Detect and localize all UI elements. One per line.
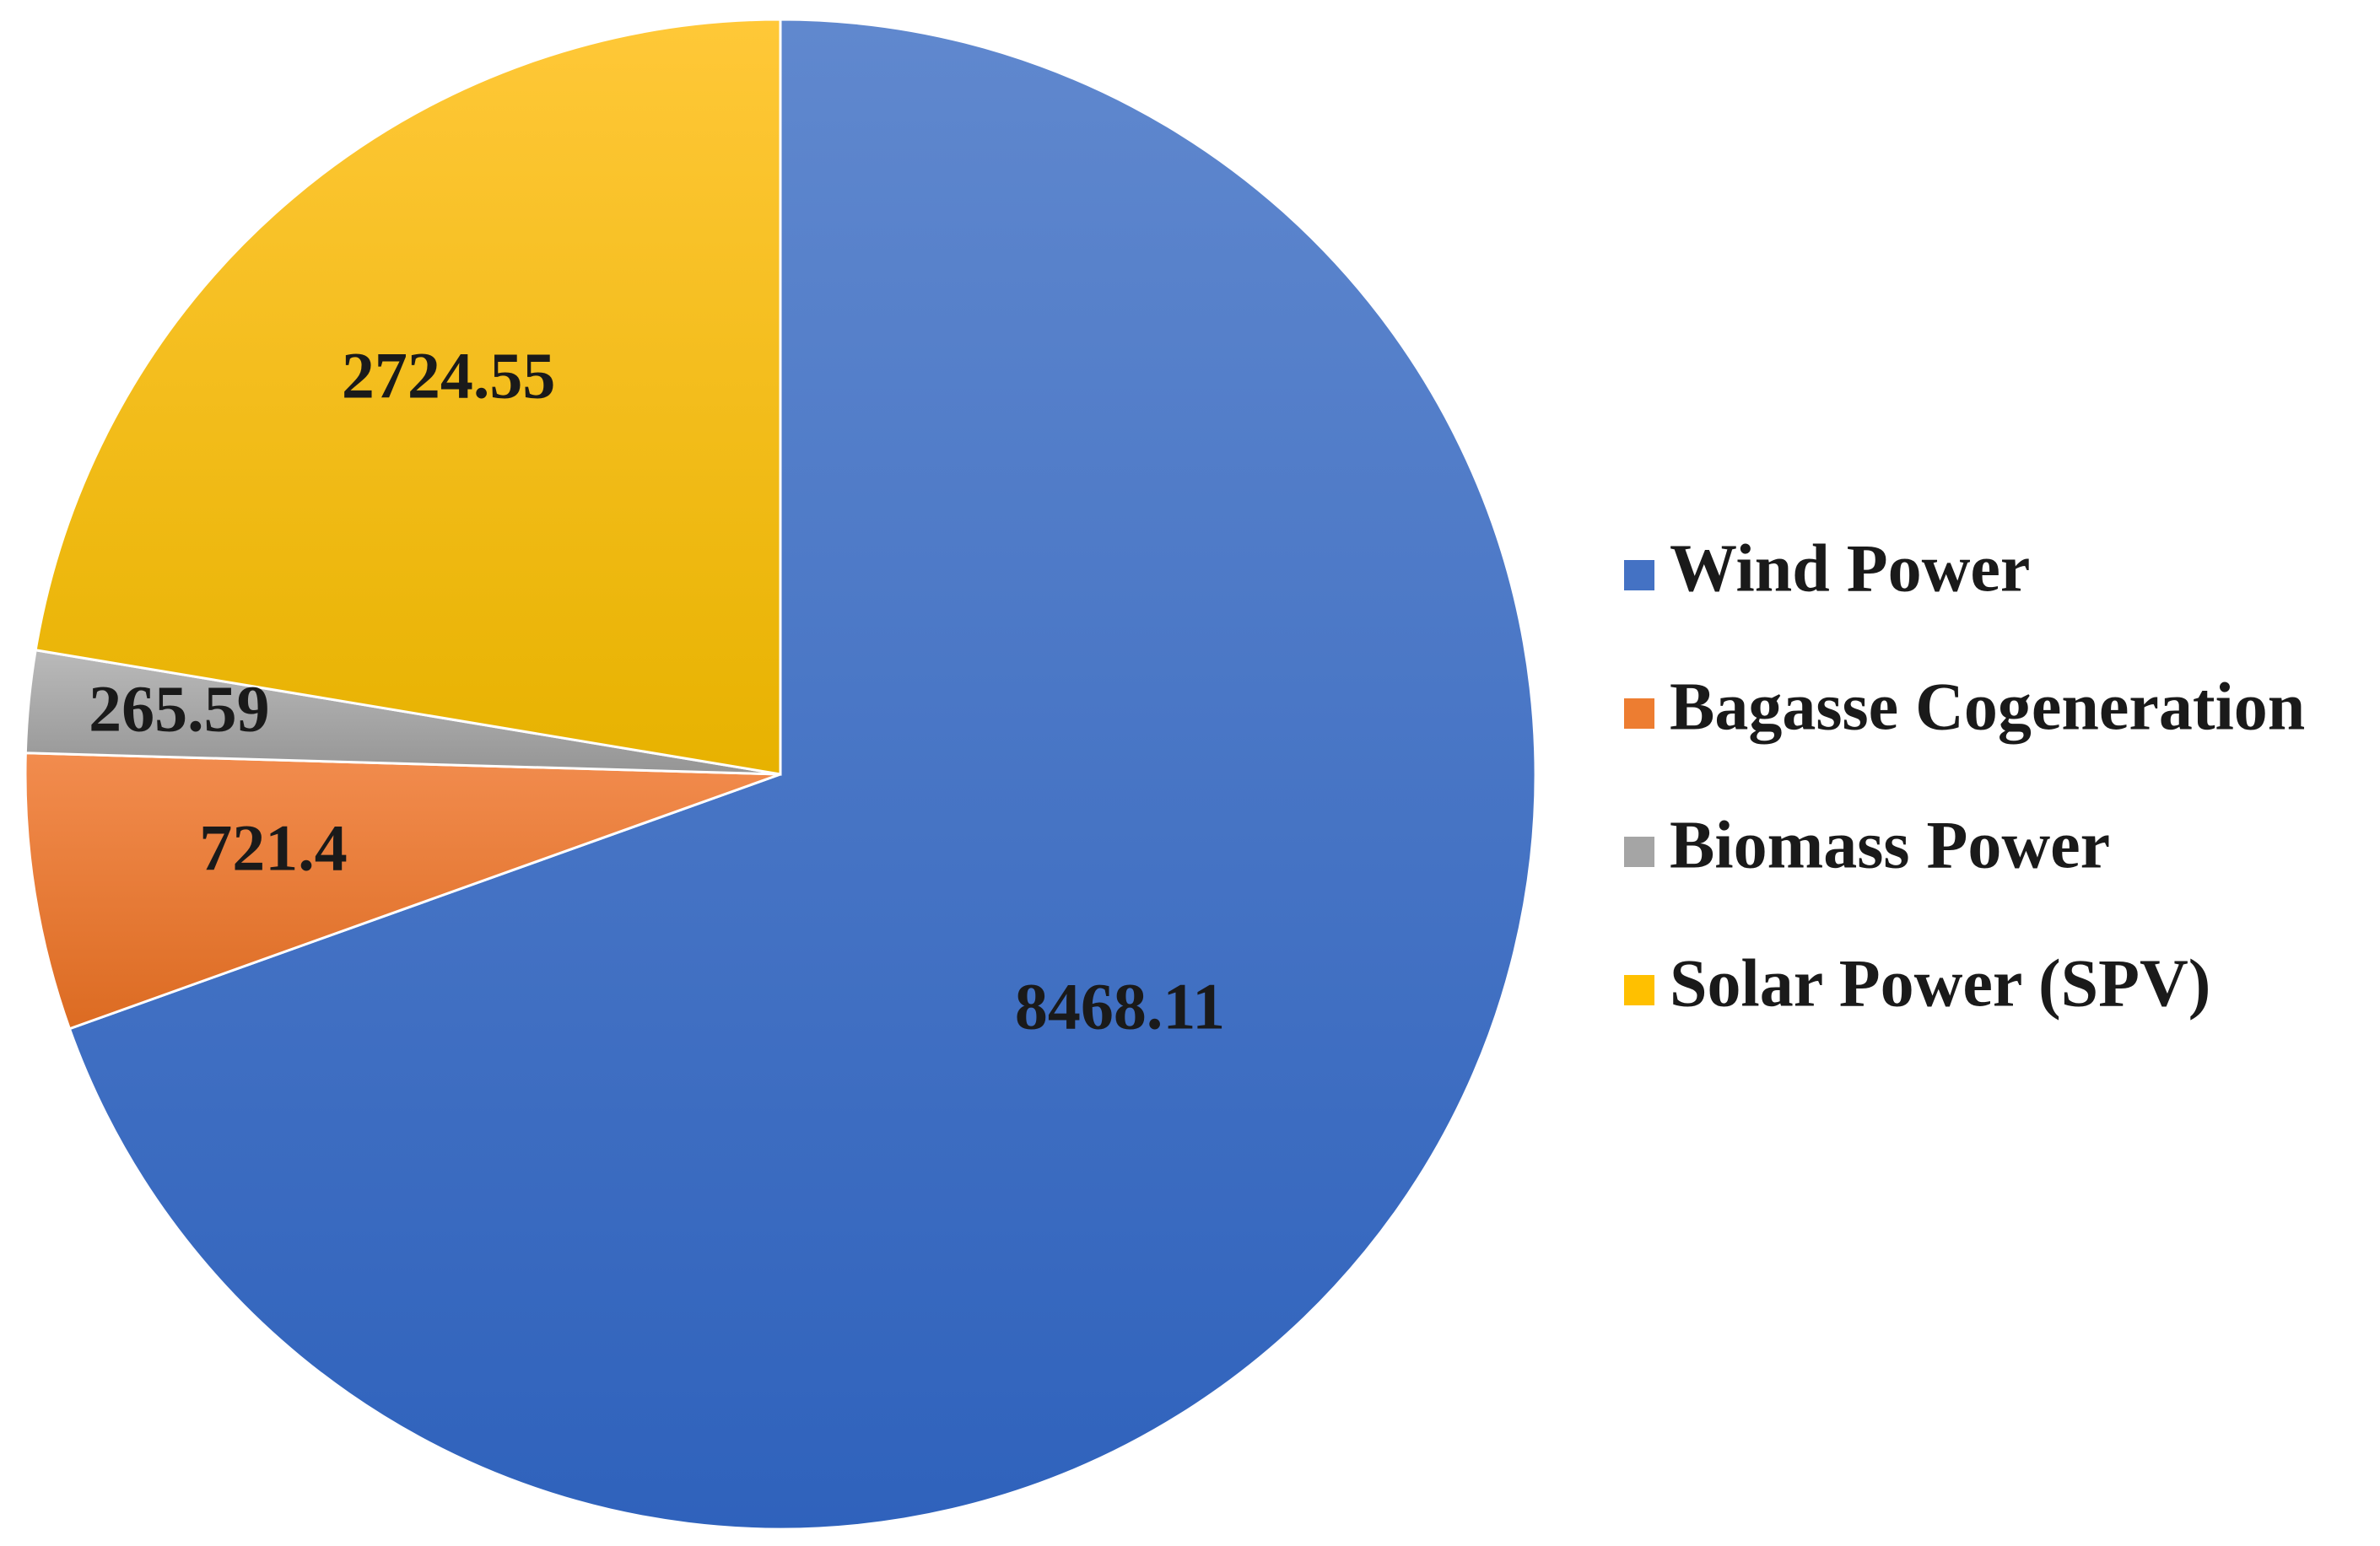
legend: Wind Power Bagasse Cogeneration Biomass Po…: [1624, 531, 2305, 1021]
legend-label-biomass-power: Biomass Power: [1670, 808, 2110, 882]
legend-label-bagasse-cogeneration: Bagasse Cogeneration: [1670, 670, 2305, 744]
slice-label-wind-power: 8468.11: [1015, 969, 1225, 1042]
legend-label-solar-power-spv: Solar Power (SPV): [1670, 946, 2210, 1021]
legend-swatch-wind-power: [1624, 560, 1654, 590]
slice-label-solar-power-spv: 2724.55: [342, 339, 556, 412]
slice-solar-power-spv: [34, 18, 782, 776]
legend-item-solar-power-spv: Solar Power (SPV): [1624, 946, 2210, 1021]
slice-label-bagasse-cogeneration: 721.4: [199, 811, 348, 885]
legend-item-wind-power: Wind Power: [1624, 531, 2030, 606]
legend-swatch-biomass-power: [1624, 837, 1654, 867]
slice-labels: 8468.11 721.4 265.59 2724.55: [89, 339, 1225, 1043]
slice-label-biomass-power: 265.59: [89, 672, 270, 746]
legend-item-bagasse-cogeneration: Bagasse Cogeneration: [1624, 670, 2305, 744]
legend-item-biomass-power: Biomass Power: [1624, 808, 2110, 882]
slice-wind-power: [67, 18, 1537, 1531]
legend-swatch-bagasse-cogeneration: [1624, 698, 1654, 729]
legend-swatch-solar-power-spv: [1624, 975, 1654, 1005]
legend-label-wind-power: Wind Power: [1670, 531, 2030, 606]
slice-bagasse-cogeneration: [24, 751, 781, 1031]
pie-slices: [24, 18, 1537, 1531]
